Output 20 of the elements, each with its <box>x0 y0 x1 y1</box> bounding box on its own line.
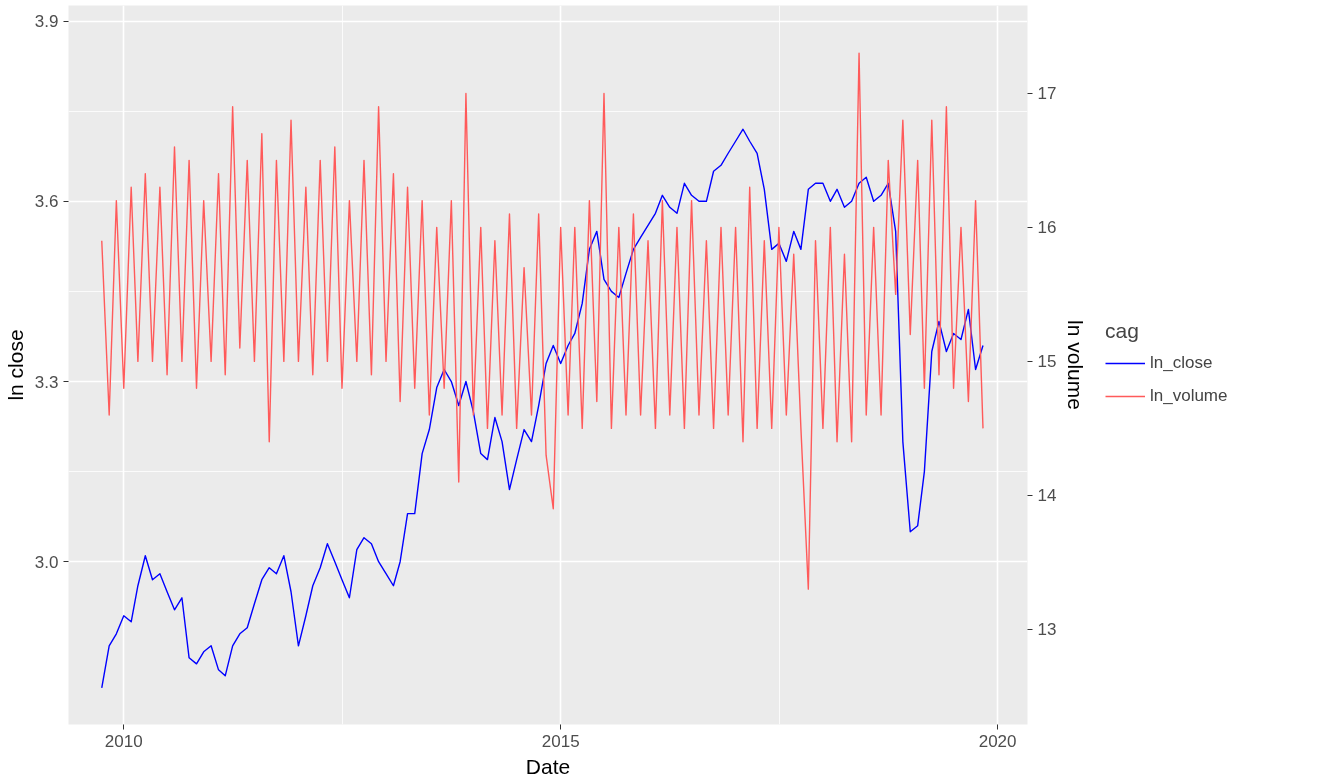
y2-tick-label: 17 <box>1037 84 1057 104</box>
y-tick-label: 3.0 <box>34 552 59 572</box>
x-tick-label: 2010 <box>104 731 143 751</box>
y2-tick-label: 13 <box>1037 620 1057 640</box>
y2-tick-label: 14 <box>1037 486 1057 506</box>
legend-label: ln_volume <box>1150 385 1228 406</box>
legend-label: ln_close <box>1150 352 1213 373</box>
y-tick-label: 3.6 <box>34 192 59 212</box>
y-tick-label: 3.9 <box>34 12 59 32</box>
x-axis-title: Date <box>525 754 571 778</box>
line-series <box>101 52 984 590</box>
y2-axis-title: ln volume <box>1064 320 1088 410</box>
y2-tick-label: 16 <box>1037 218 1057 238</box>
y-axis-title: ln close <box>3 329 27 401</box>
line-series <box>101 128 984 689</box>
y2-tick-label: 15 <box>1037 352 1057 372</box>
x-tick-label: 2020 <box>978 731 1017 751</box>
y-tick-label: 3.3 <box>34 372 59 392</box>
x-tick-label: 2015 <box>541 731 580 751</box>
legend-title: cag <box>1105 318 1140 343</box>
